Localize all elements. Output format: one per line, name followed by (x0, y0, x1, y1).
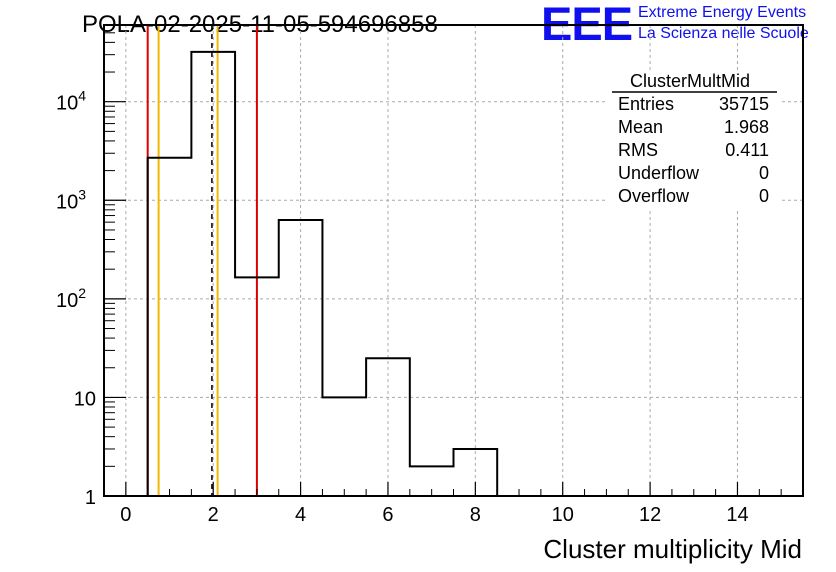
x-axis-label: Cluster multiplicity Mid (543, 534, 802, 565)
y-tick-label: 104 (56, 88, 86, 115)
x-tick-label: 8 (470, 504, 481, 526)
stats-label: Overflow (618, 186, 690, 206)
stats-value: 1.968 (724, 117, 769, 137)
stats-box-title: ClusterMultMid (630, 71, 750, 91)
stats-value: 35715 (719, 94, 769, 114)
y-tick-label: 10 (74, 388, 96, 410)
x-tick-label: 12 (639, 504, 661, 526)
stats-label: Mean (618, 117, 663, 137)
y-tick-label: 102 (56, 285, 86, 312)
y-tick-label: 1 (85, 487, 96, 509)
stats-label: RMS (618, 140, 658, 160)
stats-value: 0 (759, 186, 769, 206)
y-tick-label: 103 (56, 186, 86, 213)
histogram-bin (322, 397, 366, 496)
x-tick-label: 2 (208, 504, 219, 526)
histogram-outline (148, 52, 498, 496)
histogram-chart: 0 2 4 6 8 10 12 14 1 10 102 103 104 ClusterMultMid E… (0, 0, 836, 572)
stats-value: 0 (759, 163, 769, 183)
stats-label: Entries (618, 94, 674, 114)
x-tick-label: 6 (382, 504, 393, 526)
stats-box: ClusterMultMid Entries 35715 Mean 1.968 RMS 0… (608, 70, 780, 210)
x-tick-label: 4 (295, 504, 306, 526)
stats-label: Underflow (618, 163, 700, 183)
reference-lines (148, 25, 257, 496)
histogram-bin (148, 158, 192, 496)
histogram-bars (148, 52, 498, 496)
x-tick-label: 10 (552, 504, 574, 526)
stats-value: 0.411 (725, 140, 769, 160)
x-tick-label: 0 (120, 504, 131, 526)
x-tick-label: 14 (726, 504, 748, 526)
